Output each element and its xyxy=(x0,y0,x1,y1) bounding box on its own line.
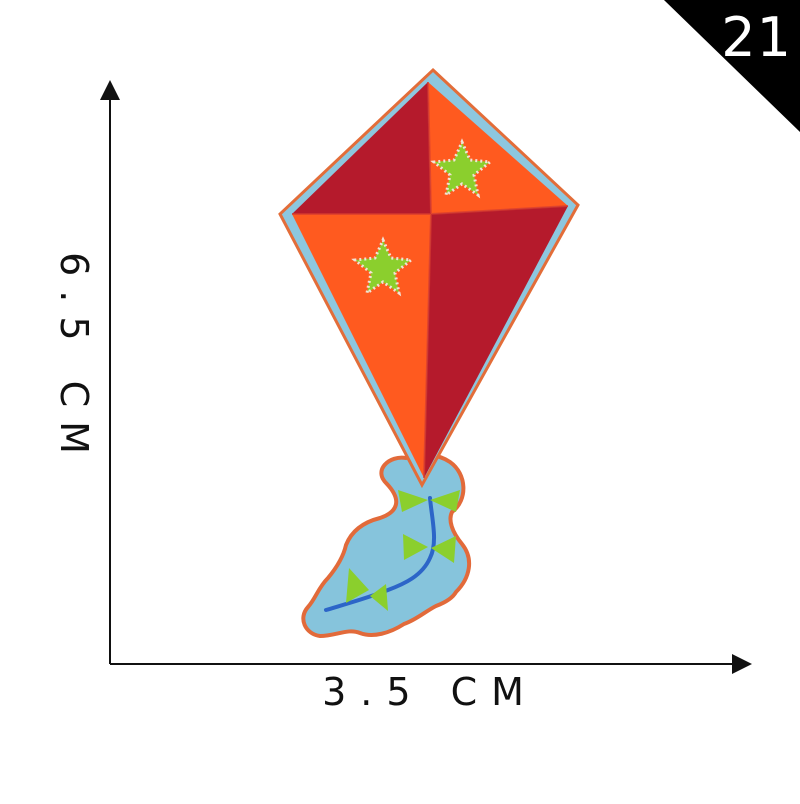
dimension-guides xyxy=(100,80,752,674)
product-number-label: 21 xyxy=(721,6,792,69)
tail-bow-top xyxy=(398,490,460,512)
kite-patch xyxy=(278,67,580,639)
height-measurement-text: 6.5 CM xyxy=(52,252,96,468)
tail-bow-bottom xyxy=(346,568,388,611)
kite-tail-border xyxy=(301,452,472,639)
kite-sail-bottom-left xyxy=(292,214,431,478)
corner-badge xyxy=(664,0,800,132)
kite-tail-string xyxy=(324,496,437,612)
star-lower xyxy=(351,236,415,297)
kite-sail-top-left xyxy=(292,82,431,214)
kite-sail-bottom-right xyxy=(424,206,568,478)
star-upper xyxy=(430,138,494,199)
tail-bow-middle xyxy=(403,534,456,563)
kite-cross-stitch xyxy=(292,81,569,479)
width-measurement: 3.5 CM xyxy=(322,670,538,714)
